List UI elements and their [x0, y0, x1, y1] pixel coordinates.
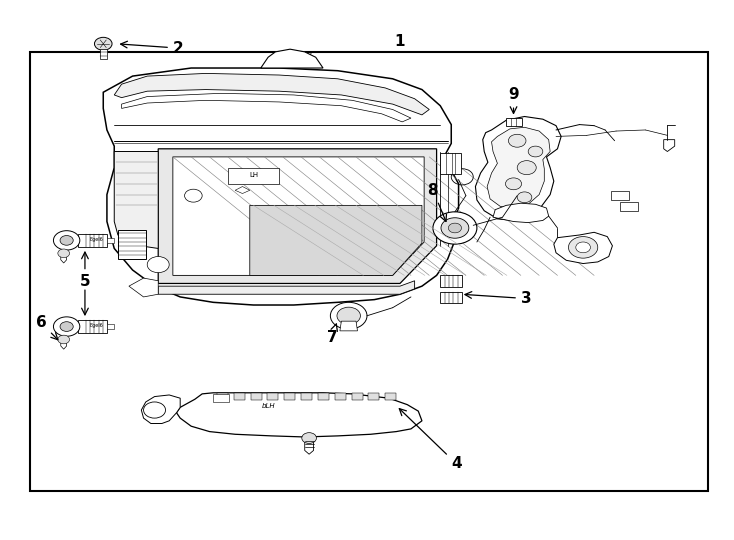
- Text: 1: 1: [395, 33, 405, 49]
- Circle shape: [448, 223, 462, 233]
- Text: 6: 6: [36, 315, 58, 340]
- Circle shape: [54, 231, 80, 250]
- Text: 5: 5: [79, 252, 90, 289]
- Bar: [107, 238, 115, 243]
- Circle shape: [60, 322, 73, 332]
- Polygon shape: [476, 117, 561, 220]
- Circle shape: [441, 218, 469, 238]
- Bar: [506, 118, 523, 126]
- Bar: [284, 393, 295, 400]
- Polygon shape: [340, 321, 357, 331]
- Polygon shape: [235, 186, 250, 193]
- Text: 9: 9: [508, 87, 519, 113]
- Bar: [250, 393, 261, 400]
- Polygon shape: [305, 441, 313, 454]
- Circle shape: [54, 317, 80, 336]
- Text: bLH: bLH: [261, 403, 275, 409]
- Bar: [30, 52, 708, 491]
- Bar: [233, 393, 244, 400]
- Bar: [228, 167, 279, 184]
- Bar: [100, 49, 107, 59]
- Text: 7: 7: [327, 324, 338, 345]
- Bar: [213, 394, 229, 402]
- Text: 2: 2: [120, 40, 184, 56]
- Polygon shape: [142, 395, 180, 423]
- Text: 4: 4: [399, 409, 462, 471]
- Bar: [620, 202, 638, 211]
- Circle shape: [517, 161, 537, 174]
- Circle shape: [184, 189, 202, 202]
- Circle shape: [528, 146, 543, 157]
- Polygon shape: [122, 93, 411, 122]
- Bar: [368, 393, 379, 400]
- Bar: [217, 393, 228, 400]
- Polygon shape: [159, 149, 437, 284]
- Circle shape: [337, 307, 360, 325]
- Text: 3: 3: [465, 291, 531, 306]
- Circle shape: [95, 37, 112, 50]
- Circle shape: [509, 134, 526, 147]
- Bar: [267, 393, 278, 400]
- Bar: [118, 230, 146, 259]
- Polygon shape: [176, 393, 422, 437]
- Circle shape: [58, 249, 70, 258]
- Bar: [301, 393, 312, 400]
- Bar: [318, 393, 329, 400]
- Polygon shape: [115, 73, 429, 115]
- Bar: [335, 393, 346, 400]
- Polygon shape: [159, 281, 415, 294]
- Circle shape: [302, 433, 316, 443]
- Circle shape: [60, 235, 73, 245]
- Text: 8: 8: [428, 183, 446, 221]
- Polygon shape: [173, 157, 424, 275]
- Polygon shape: [61, 339, 67, 349]
- Polygon shape: [103, 68, 459, 305]
- Polygon shape: [261, 49, 323, 68]
- Polygon shape: [554, 232, 612, 264]
- Circle shape: [517, 192, 532, 202]
- Text: Egel6: Egel6: [89, 323, 103, 328]
- Circle shape: [148, 256, 170, 273]
- Bar: [107, 324, 115, 329]
- Bar: [440, 153, 461, 174]
- Bar: [440, 275, 462, 287]
- Circle shape: [58, 335, 70, 344]
- Bar: [78, 320, 107, 333]
- Polygon shape: [61, 252, 67, 263]
- Polygon shape: [115, 152, 159, 248]
- Polygon shape: [487, 127, 550, 208]
- Circle shape: [433, 212, 477, 244]
- Circle shape: [506, 178, 522, 190]
- Polygon shape: [129, 278, 159, 297]
- Bar: [352, 393, 363, 400]
- Circle shape: [330, 302, 367, 329]
- Text: LH: LH: [249, 172, 258, 178]
- Bar: [78, 234, 107, 247]
- Polygon shape: [664, 140, 675, 152]
- Circle shape: [568, 237, 597, 258]
- Polygon shape: [493, 203, 549, 222]
- Bar: [611, 191, 628, 200]
- Circle shape: [575, 242, 590, 253]
- Circle shape: [144, 402, 166, 418]
- Bar: [440, 292, 462, 303]
- Polygon shape: [250, 205, 422, 275]
- Bar: [385, 393, 396, 400]
- Text: Egel6: Egel6: [89, 237, 103, 242]
